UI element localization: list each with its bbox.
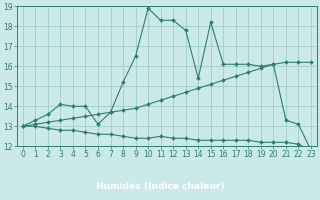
Text: Humidex (Indice chaleur): Humidex (Indice chaleur) — [96, 182, 224, 192]
